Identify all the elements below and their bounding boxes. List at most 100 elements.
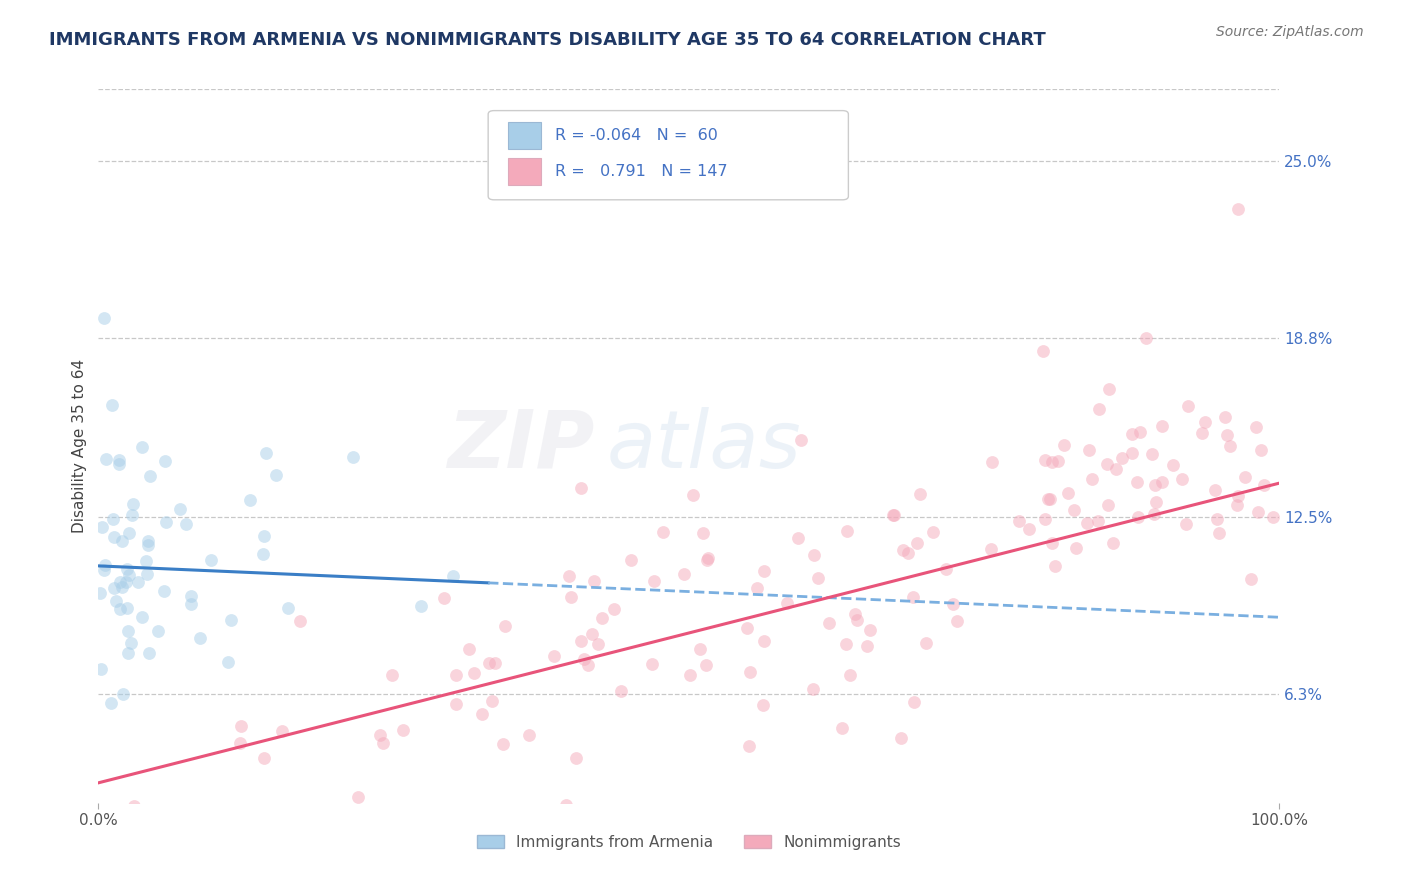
Point (484, 656, 506, 670)
Point (1247, 505, 1270, 519)
Point (103, 512, 125, 526)
Point (139, 469, 162, 483)
Point (787, 531, 810, 545)
Point (890, 731, 912, 745)
Point (801, 682, 824, 697)
Point (252, 548, 274, 562)
Point (103, 530, 125, 544)
Point (277, 601, 299, 615)
Point (901, 590, 924, 604)
Point (200, 552, 222, 566)
Point (105, 593, 128, 607)
Point (839, 668, 862, 682)
Point (217, 655, 239, 669)
Point (908, 487, 931, 501)
Point (1219, 439, 1241, 453)
Point (1191, 426, 1213, 441)
Point (120, 636, 142, 650)
Point (494, 618, 516, 632)
Point (835, 524, 858, 539)
Point (1105, 461, 1128, 475)
Point (110, 575, 132, 590)
Point (1043, 558, 1066, 573)
Point (1039, 491, 1062, 506)
Point (110, 533, 132, 548)
Point (1240, 572, 1263, 586)
Point (903, 695, 925, 709)
Point (1121, 426, 1143, 441)
Point (1053, 438, 1076, 452)
Point (138, 646, 160, 660)
Point (117, 561, 139, 575)
Point (1126, 475, 1149, 490)
Point (110, 602, 132, 616)
Point (980, 541, 1002, 556)
Point (136, 538, 159, 552)
Point (574, 652, 596, 666)
Point (905, 536, 928, 550)
Point (169, 501, 191, 516)
Point (738, 739, 761, 754)
Point (90, 662, 112, 676)
Point (254, 446, 277, 460)
Point (1129, 425, 1152, 439)
Point (1040, 536, 1063, 550)
Point (806, 571, 828, 585)
Point (565, 751, 588, 765)
Point (188, 631, 211, 645)
Point (803, 549, 825, 563)
Point (1204, 483, 1226, 498)
Point (1226, 498, 1249, 512)
Point (1126, 509, 1149, 524)
Point (560, 590, 582, 604)
Point (859, 623, 882, 637)
Point (180, 589, 202, 603)
Point (1078, 442, 1101, 457)
Point (1032, 344, 1054, 359)
Point (1233, 469, 1256, 483)
Point (444, 697, 467, 711)
Point (111, 581, 134, 595)
Point (239, 492, 262, 507)
Point (1076, 516, 1098, 530)
Point (588, 637, 610, 651)
Text: Source: ZipAtlas.com: Source: ZipAtlas.com (1216, 25, 1364, 39)
Point (752, 698, 775, 712)
Point (640, 657, 662, 671)
Point (897, 546, 920, 560)
Point (620, 552, 643, 566)
Point (1246, 420, 1268, 434)
Point (1171, 471, 1194, 485)
Point (103, 581, 125, 595)
Point (433, 591, 456, 605)
Point (1018, 522, 1040, 536)
Point (845, 613, 868, 627)
Point (1087, 514, 1109, 528)
Point (1226, 489, 1249, 503)
Point (288, 614, 311, 628)
Point (463, 665, 485, 680)
Point (603, 602, 626, 616)
Point (754, 564, 776, 578)
Point (1047, 454, 1070, 468)
Point (115, 601, 138, 615)
Point (153, 584, 176, 599)
Point (591, 611, 613, 625)
Point (981, 455, 1004, 469)
Point (117, 646, 139, 660)
Point (90, 520, 112, 534)
Point (1135, 331, 1157, 345)
Point (1152, 419, 1174, 434)
Point (696, 553, 718, 567)
Point (856, 640, 879, 654)
Point (682, 488, 704, 502)
Point (1140, 447, 1163, 461)
Point (576, 658, 599, 673)
Point (543, 649, 565, 664)
Point (1081, 472, 1104, 486)
Point (752, 633, 775, 648)
Point (1143, 508, 1166, 522)
Text: R = -0.064   N =  60: R = -0.064 N = 60 (555, 128, 718, 143)
Point (121, 508, 143, 523)
Point (155, 515, 177, 529)
